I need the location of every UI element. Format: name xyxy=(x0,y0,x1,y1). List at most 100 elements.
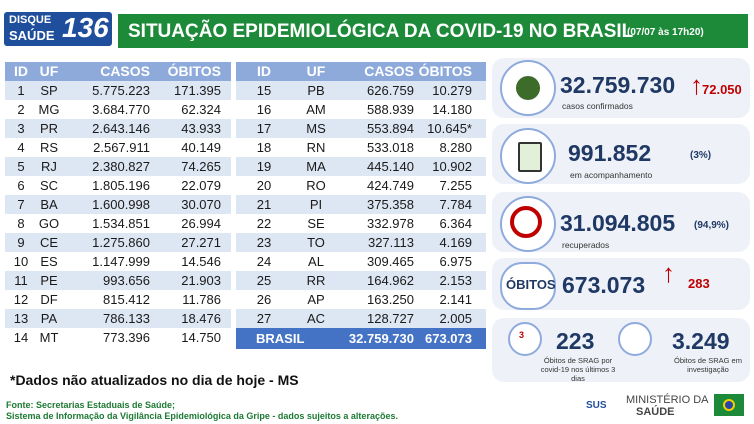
table-row xyxy=(5,214,231,233)
column-header: ID xyxy=(14,63,28,79)
logo-box xyxy=(4,12,112,46)
srag-deaths-value: 223 xyxy=(556,328,595,354)
table-cell: 17 xyxy=(256,121,272,136)
table-cell: 21.903 xyxy=(181,273,221,288)
monitoring-label: em acompanhamento xyxy=(570,170,653,180)
table-cell: 6.975 xyxy=(439,254,472,269)
table-cell: 3.684.770 xyxy=(92,102,150,117)
table-cell: 588.939 xyxy=(367,102,414,117)
table-row xyxy=(236,309,486,328)
table-cell: 12 xyxy=(13,292,29,307)
table-row xyxy=(5,176,231,195)
table-cell: 10.279 xyxy=(432,83,472,98)
table-row xyxy=(236,195,486,214)
deaths-icon xyxy=(500,262,556,310)
logo-number: 136 xyxy=(62,12,109,43)
flag xyxy=(714,394,744,416)
table-cell: BA xyxy=(40,197,58,212)
table-cell: 2.141 xyxy=(439,292,472,307)
virus-icon xyxy=(500,60,556,116)
monitoring-percent: (3%) xyxy=(690,150,712,161)
table-row xyxy=(236,233,486,252)
table-cell: 40.149 xyxy=(181,140,221,155)
table-cell: GO xyxy=(38,216,60,231)
deaths-new: 283 xyxy=(688,276,710,291)
table-cell: 23 xyxy=(256,235,272,250)
table-cell: 8 xyxy=(17,216,25,231)
table-cell: 1.275.860 xyxy=(92,235,150,250)
table-cell: 14.750 xyxy=(181,330,221,345)
monitoring-value: 991.852 xyxy=(568,140,652,166)
table-row xyxy=(5,233,231,252)
table-cell: RR xyxy=(306,273,326,288)
table-cell: 8.280 xyxy=(439,140,472,155)
deaths-value: 673.073 xyxy=(562,272,646,298)
column-header: CASOS xyxy=(364,63,414,79)
table-row xyxy=(236,157,486,176)
table-cell: 14.180 xyxy=(432,102,472,117)
table-row xyxy=(5,195,231,214)
table-cell: 2.153 xyxy=(439,273,472,288)
table-cell: 18.476 xyxy=(181,311,221,326)
table-cell: 27 xyxy=(256,311,272,326)
header-row xyxy=(5,62,231,81)
table-cell: 20 xyxy=(256,178,272,193)
table-cell: 424.749 xyxy=(367,178,414,193)
total-cell: 32.759.730 xyxy=(348,331,414,346)
table-cell: 993.656 xyxy=(103,273,150,288)
table-cell: 1.805.196 xyxy=(92,178,150,193)
table-row xyxy=(236,119,486,138)
table-cell: 1 xyxy=(17,83,25,98)
srag-investigation-label: Óbitos de SRAG em investigação xyxy=(674,356,742,374)
table-cell: 22 xyxy=(256,216,272,231)
table-cell: 7 xyxy=(17,197,25,212)
table-row xyxy=(5,290,231,309)
table-row xyxy=(236,100,486,119)
table-row xyxy=(5,119,231,138)
table-cell: 171.395 xyxy=(174,83,221,98)
table-row xyxy=(236,271,486,290)
table-cell: 25 xyxy=(256,273,272,288)
table-cell: MG xyxy=(38,102,60,117)
title: SITUAÇÃO EPIDEMIOLÓGICA DA COVID-19 NO B… xyxy=(128,21,634,42)
ministry-logo: SAÚDE xyxy=(636,406,675,418)
up-arrow: ↑ xyxy=(690,70,703,100)
table-cell: AL xyxy=(308,254,324,269)
table-cell: 14 xyxy=(13,330,29,345)
column-header: ÓBITOS xyxy=(167,63,221,79)
table-cell: 22.079 xyxy=(181,178,221,193)
table-cell: 5 xyxy=(17,159,25,174)
title-bar xyxy=(118,14,748,48)
column-header: CASOS xyxy=(100,63,150,79)
table-cell: PA xyxy=(40,311,58,326)
table-cell: 27.271 xyxy=(181,235,221,250)
table-row xyxy=(5,157,231,176)
table-cell: MA xyxy=(306,159,326,174)
deaths-title: ÓBITOS xyxy=(506,277,556,292)
table-cell: 533.018 xyxy=(367,140,414,155)
table-cell: PB xyxy=(307,83,325,98)
table-cell: 7.784 xyxy=(439,197,472,212)
footnote: *Dados não atualizados no dia de hoje - … xyxy=(10,372,299,388)
table-cell: 6 xyxy=(17,178,25,193)
table-cell: PR xyxy=(39,121,59,136)
srag-deaths-label: Óbitos de SRAG por covid-19 nos últimos … xyxy=(540,356,616,383)
table-cell: 18 xyxy=(256,140,272,155)
table-row xyxy=(236,290,486,309)
table-cell: CE xyxy=(39,235,59,250)
table-cell: SE xyxy=(307,216,325,231)
table-cell: MT xyxy=(39,330,59,345)
table-cell: ES xyxy=(40,254,58,269)
table-cell: AC xyxy=(306,311,326,326)
table-cell: 4 xyxy=(17,140,25,155)
table-cell: 24 xyxy=(256,254,272,269)
table-row xyxy=(5,252,231,271)
table-cell: 309.465 xyxy=(367,254,414,269)
table-cell: 15 xyxy=(256,83,272,98)
table-cell: AM xyxy=(306,102,326,117)
table-cell: 626.759 xyxy=(367,83,414,98)
table-cell: 43.933 xyxy=(181,121,221,136)
table-cell: 815.412 xyxy=(103,292,150,307)
recovered-label: recuperados xyxy=(562,240,610,250)
ministry-logo: MINISTÉRIO DA xyxy=(626,394,709,406)
